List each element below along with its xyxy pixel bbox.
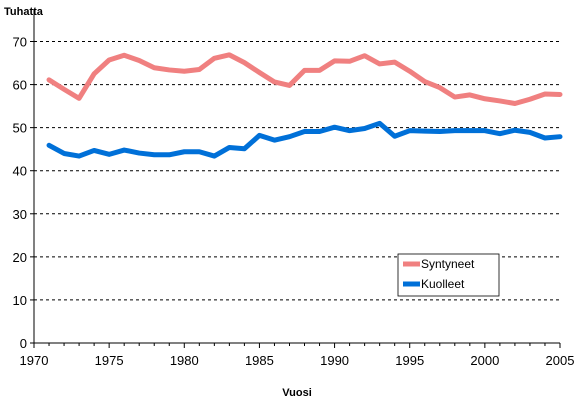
y-tick-label-10: 10 xyxy=(13,293,27,308)
y-tick-label-30: 30 xyxy=(13,207,27,222)
y-tick-label-70: 70 xyxy=(13,35,27,50)
y-tick-labels: 0 10 20 30 40 50 60 70 xyxy=(13,35,34,351)
y-tick-label-40: 40 xyxy=(13,164,27,179)
x-tick-label-1995: 1995 xyxy=(395,353,424,368)
x-tick-label-2005: 2005 xyxy=(546,353,575,368)
y-tick-label-60: 60 xyxy=(13,78,27,93)
y-axis-title: Tuhatta xyxy=(4,6,44,18)
series-lines xyxy=(46,52,563,159)
x-tick-label-2000: 2000 xyxy=(470,353,499,368)
x-tick-label-1990: 1990 xyxy=(320,353,349,368)
x-tick-label-1985: 1985 xyxy=(245,353,274,368)
y-tick-label-50: 50 xyxy=(13,121,27,136)
legend-label-kuolleet: Kuolleet xyxy=(421,277,465,291)
x-axis-title: Vuosi xyxy=(282,387,312,399)
series-line-kuolleet xyxy=(46,120,563,159)
x-tick-label-1980: 1980 xyxy=(170,353,199,368)
legend-box xyxy=(397,253,500,297)
x-tick-label-1975: 1975 xyxy=(95,353,124,368)
x-tick-label-1970: 1970 xyxy=(20,353,49,368)
x-tick-labels: 1970 1975 1980 1985 1990 1995 2000 2005 xyxy=(20,343,575,368)
y-tick-label-20: 20 xyxy=(13,250,27,265)
legend-label-syntyneet: Syntyneet xyxy=(421,257,475,271)
legend: Syntyneet Kuolleet xyxy=(397,253,500,297)
y-tick-label-0: 0 xyxy=(20,336,27,351)
series-line-syntyneet xyxy=(46,52,563,107)
